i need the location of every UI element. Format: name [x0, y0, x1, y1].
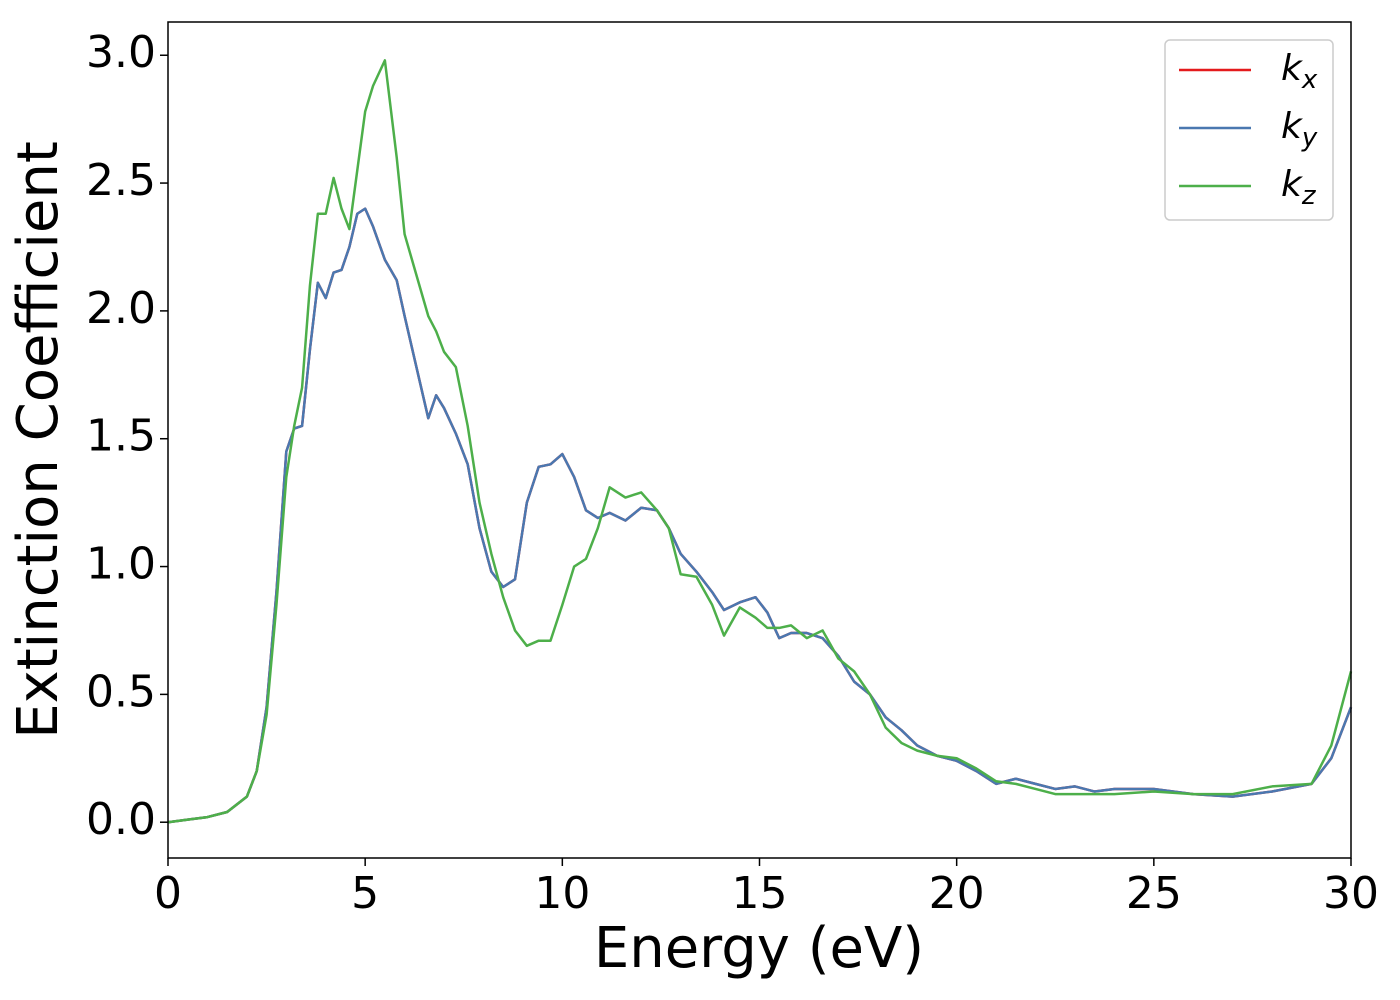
x-tick-label: 5 — [351, 868, 379, 919]
x-tick-label: 0 — [154, 868, 182, 919]
x-tick-label: 20 — [929, 868, 985, 919]
y-tick-label: 3.0 — [86, 27, 156, 78]
y-tick-label: 0.5 — [86, 666, 156, 717]
legend-box — [1164, 39, 1334, 221]
y-tick-label: 1.5 — [86, 411, 156, 462]
legend-label: kx — [1281, 48, 1318, 95]
y-tick-label: 0.0 — [86, 794, 156, 845]
series-line — [167, 59, 1353, 824]
x-tick-label: 30 — [1323, 868, 1379, 919]
plot-frame — [167, 21, 1352, 859]
series-line — [167, 207, 1353, 824]
y-axis-label: Extinction Coefficient — [6, 141, 71, 739]
y-tick-label: 2.5 — [86, 155, 156, 206]
x-tick-label: 25 — [1126, 868, 1182, 919]
y-tick-label: 2.0 — [86, 283, 156, 334]
series-line — [167, 207, 1353, 824]
x-axis-label: Energy (eV) — [594, 916, 924, 981]
x-tick-label: 10 — [534, 868, 590, 919]
x-tick-label: 15 — [732, 868, 788, 919]
legend-label: ky — [1281, 106, 1318, 153]
y-tick-label: 1.0 — [86, 539, 156, 590]
legend-label: kz — [1281, 164, 1317, 211]
